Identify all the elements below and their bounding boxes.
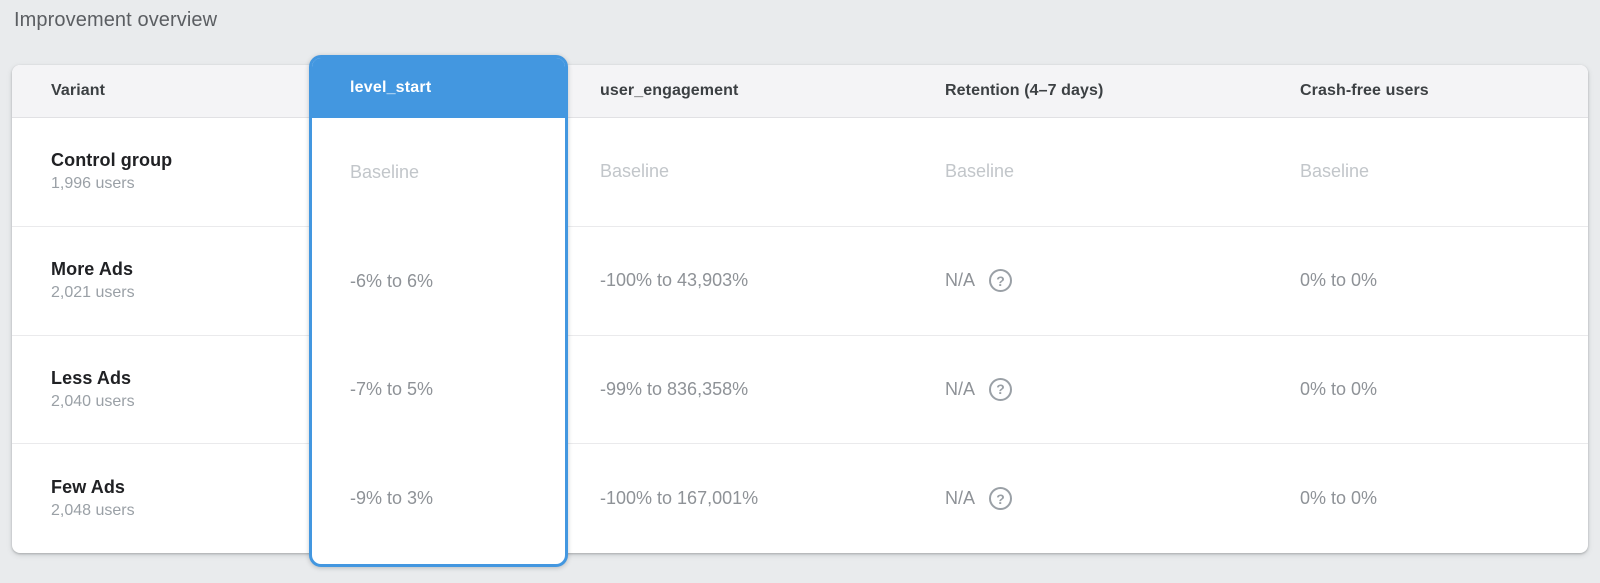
variant-cell: Control group 1,996 users bbox=[12, 118, 309, 226]
crash-free-value: Baseline bbox=[1300, 161, 1370, 182]
help-icon[interactable]: ? bbox=[989, 269, 1013, 293]
crash-free-value: 0% to 0% bbox=[1300, 488, 1378, 509]
variant-name: Few Ads bbox=[51, 477, 126, 498]
crash-free-value: 0% to 0% bbox=[1300, 270, 1378, 291]
variant-name: More Ads bbox=[51, 259, 134, 280]
help-icon[interactable]: ? bbox=[989, 487, 1013, 511]
variant-user-count: 2,021 users bbox=[51, 284, 135, 302]
selected-metric-header[interactable]: level_start bbox=[312, 58, 565, 118]
table-row: Less Ads 2,040 users -99% to 836,358% N/… bbox=[12, 336, 1588, 445]
level-start-value: -9% to 3% bbox=[350, 488, 434, 509]
table-body: Control group 1,996 users Baseline Basel… bbox=[12, 118, 1588, 553]
level-start-value: -7% to 5% bbox=[350, 379, 434, 400]
table-row: Few Ads 2,048 users -100% to 167,001% N/… bbox=[12, 444, 1588, 553]
variant-cell: Less Ads 2,040 users bbox=[12, 336, 309, 444]
retention-value-text: N/A bbox=[945, 488, 976, 509]
table-header-row: Variant user_engagement Retention (4–7 d… bbox=[12, 65, 1588, 118]
help-icon[interactable]: ? bbox=[989, 377, 1013, 401]
crash-free-value: 0% to 0% bbox=[1300, 378, 1378, 399]
retention-value-text: N/A bbox=[945, 270, 976, 291]
user-engagement-value: -99% to 836,358% bbox=[600, 378, 749, 399]
user-engagement-value: -100% to 167,001% bbox=[600, 488, 759, 509]
retention-cell: N/A ? bbox=[945, 227, 1300, 335]
table-row: Control group 1,996 users Baseline Basel… bbox=[12, 118, 1588, 227]
variant-user-count: 2,048 users bbox=[51, 502, 135, 520]
variant-name: Control group bbox=[51, 150, 173, 171]
retention-cell: N/A ? bbox=[945, 444, 1300, 553]
selected-metric-card[interactable]: level_start Baseline -6% to 6% -7% to 5%… bbox=[309, 55, 568, 567]
variant-user-count: 2,040 users bbox=[51, 392, 135, 410]
results-table: Variant user_engagement Retention (4–7 d… bbox=[12, 65, 1588, 553]
column-header-crash-free[interactable]: Crash-free users bbox=[1300, 82, 1429, 99]
column-header-variant[interactable]: Variant bbox=[51, 82, 106, 99]
retention-value-text: N/A bbox=[945, 378, 976, 399]
variant-user-count: 1,996 users bbox=[51, 175, 135, 193]
column-header-user-engagement[interactable]: user_engagement bbox=[600, 82, 739, 99]
variant-cell: Few Ads 2,048 users bbox=[12, 444, 309, 553]
page-title: Improvement overview bbox=[14, 9, 218, 31]
column-header-retention[interactable]: Retention (4–7 days) bbox=[945, 82, 1104, 99]
level-start-value: Baseline bbox=[350, 161, 420, 182]
retention-value-text: Baseline bbox=[945, 161, 1015, 182]
retention-cell: Baseline bbox=[945, 118, 1300, 226]
variant-name: Less Ads bbox=[51, 367, 132, 388]
table-row: More Ads 2,021 users -100% to 43,903% N/… bbox=[12, 227, 1588, 336]
level-start-value: -6% to 6% bbox=[350, 270, 434, 291]
variant-cell: More Ads 2,021 users bbox=[12, 227, 309, 335]
user-engagement-value: Baseline bbox=[600, 161, 670, 182]
selected-metric-values: Baseline -6% to 6% -7% to 5% -9% to 3% bbox=[312, 118, 565, 553]
retention-cell: N/A ? bbox=[945, 336, 1300, 444]
user-engagement-value: -100% to 43,903% bbox=[600, 270, 749, 291]
